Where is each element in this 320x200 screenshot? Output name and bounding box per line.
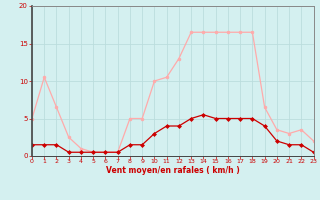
X-axis label: Vent moyen/en rafales ( km/h ): Vent moyen/en rafales ( km/h ) [106, 166, 240, 175]
